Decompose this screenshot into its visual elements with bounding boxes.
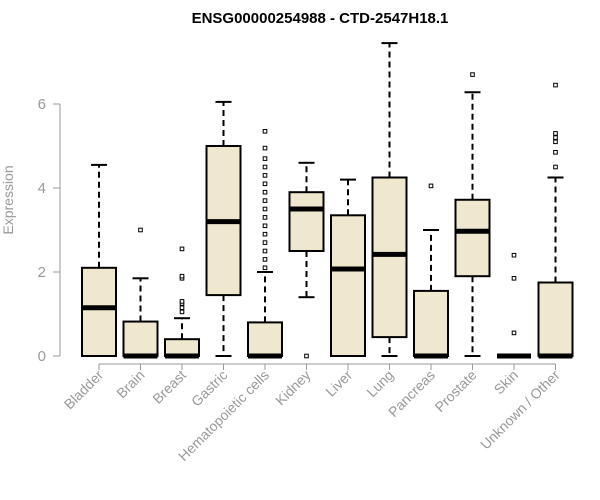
outlier-point bbox=[262, 265, 268, 271]
outlier-point bbox=[511, 276, 517, 281]
box-liver bbox=[330, 178, 366, 357]
boxes-layer bbox=[81, 42, 574, 359]
outlier-point bbox=[262, 181, 268, 187]
box-lung bbox=[371, 42, 408, 357]
outlier-point bbox=[179, 246, 185, 252]
box-body bbox=[413, 289, 449, 357]
box-prostate bbox=[454, 72, 491, 357]
x-tick-label: Lung bbox=[363, 367, 396, 400]
outlier-point bbox=[262, 198, 268, 203]
box-brain bbox=[122, 227, 159, 359]
outlier-point bbox=[262, 215, 268, 220]
chart-title: ENSG00000254988 - CTD-2547H18.1 bbox=[192, 10, 449, 27]
outlier-point bbox=[262, 173, 268, 178]
outlier-point bbox=[428, 183, 434, 189]
box-body bbox=[164, 338, 200, 358]
outlier-point bbox=[304, 353, 309, 359]
x-tick-label: Breast bbox=[149, 367, 189, 407]
outlier-point bbox=[553, 131, 558, 136]
outlier-point bbox=[262, 231, 268, 237]
box-hematopoietic-cells bbox=[247, 129, 283, 359]
outlier-point bbox=[553, 82, 558, 88]
x-tick-label: Bladder bbox=[61, 367, 107, 413]
outlier-point bbox=[511, 252, 517, 258]
outlier-point bbox=[511, 330, 517, 336]
outlier-point bbox=[262, 223, 268, 229]
x-tick-label: Kidney bbox=[272, 367, 314, 409]
box-body bbox=[537, 281, 574, 357]
outlier-point bbox=[262, 240, 268, 245]
x-tick-label: Skin bbox=[491, 367, 522, 398]
outlier-point bbox=[262, 156, 268, 161]
box-unknown-other bbox=[537, 82, 574, 359]
outlier-point bbox=[553, 164, 558, 170]
box-skin bbox=[497, 252, 531, 359]
outlier-point bbox=[138, 227, 143, 233]
y-tick-label: 4 bbox=[38, 180, 46, 197]
box-pancreas bbox=[413, 183, 449, 359]
y-axis: 0 2 4 6 bbox=[38, 96, 61, 365]
outlier-point bbox=[553, 139, 558, 145]
x-tick-label: Prostate bbox=[431, 367, 479, 415]
x-tick-label: Liver bbox=[322, 367, 355, 400]
box-gastric bbox=[205, 100, 242, 357]
box-body bbox=[122, 320, 159, 357]
outlier-point bbox=[553, 135, 558, 140]
outlier-point bbox=[179, 305, 185, 310]
outlier-point bbox=[470, 72, 475, 77]
outlier-point bbox=[179, 273, 185, 279]
box-body bbox=[330, 214, 366, 357]
outlier-point bbox=[553, 150, 558, 155]
box-body bbox=[247, 321, 283, 357]
box-body bbox=[371, 176, 408, 339]
outlier-point bbox=[262, 145, 268, 151]
y-tick-label: 0 bbox=[38, 348, 46, 365]
outlier-point bbox=[179, 309, 185, 315]
box-breast bbox=[164, 246, 200, 359]
x-tick-label: Brain bbox=[113, 367, 147, 401]
box-kidney bbox=[288, 161, 325, 359]
box-body bbox=[288, 191, 325, 252]
x-tick-label: Unknown / Other bbox=[477, 367, 563, 453]
outlier-point bbox=[262, 206, 268, 212]
outlier-point bbox=[262, 189, 268, 195]
y-tick-label: 6 bbox=[38, 96, 46, 113]
box-body bbox=[454, 198, 491, 278]
outlier-point bbox=[262, 257, 268, 262]
box-body bbox=[81, 266, 117, 357]
box-bladder bbox=[81, 163, 117, 357]
y-tick-label: 2 bbox=[38, 264, 46, 281]
outlier-point bbox=[262, 164, 268, 170]
y-axis-label: Expression bbox=[0, 165, 16, 234]
outlier-point bbox=[262, 129, 268, 134]
outlier-point bbox=[179, 299, 185, 304]
outlier-point bbox=[262, 248, 268, 254]
